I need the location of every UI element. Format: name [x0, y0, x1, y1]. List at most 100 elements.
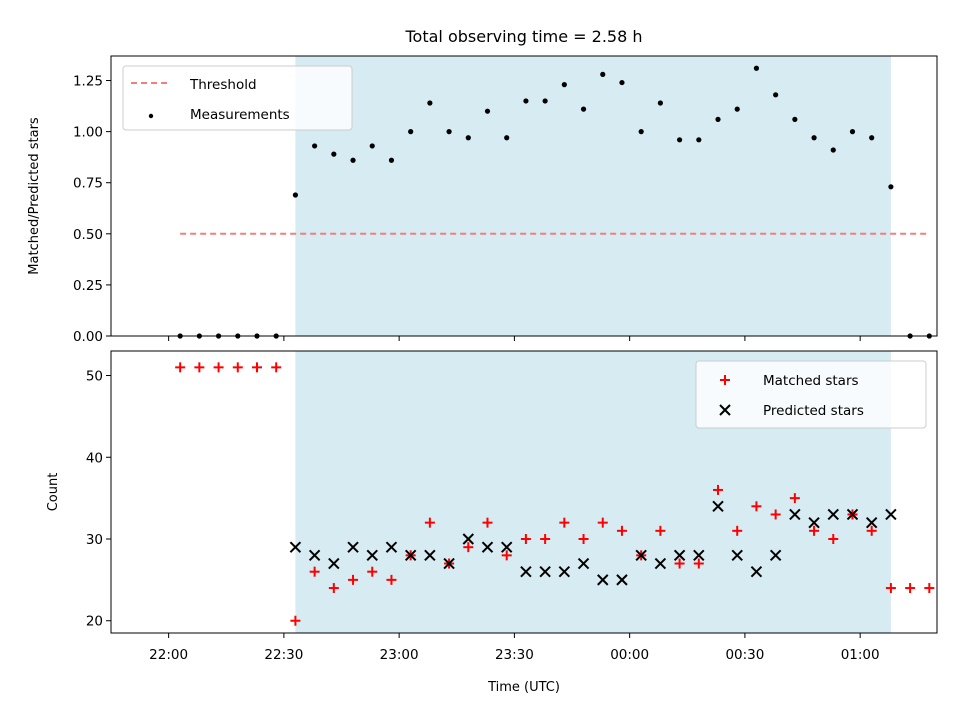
matched-star-marker [693, 558, 704, 569]
matched-star-marker [309, 566, 320, 577]
time-x-ticks: 22:00 22:30 23:00 23:30 00:00 00:30 01:00 [149, 633, 880, 663]
predicted-star-marker [289, 541, 302, 553]
count-y-tick-label: 50 [86, 369, 103, 385]
measurement-point [446, 129, 452, 135]
legend-matched-swatch [720, 375, 730, 385]
count-y-ticks: 20 30 40 50 [86, 369, 111, 630]
measurement-point [888, 184, 894, 190]
matched-star-marker [597, 517, 608, 528]
legend-measurements-swatch [148, 113, 154, 119]
legend-predicted-marker [719, 404, 731, 416]
measurement-point [542, 98, 548, 104]
predicted-star-marker [789, 508, 801, 521]
predicted-star-marker [385, 541, 398, 553]
measurement-point [388, 157, 395, 163]
measurement-point [600, 71, 606, 77]
matched-star-marker [251, 362, 262, 373]
measurement-points [177, 65, 932, 339]
ratio-y-tick-label: 0.75 [73, 176, 103, 192]
matched-star-marker [194, 362, 205, 373]
predicted-star-marker [347, 541, 359, 553]
predicted-star-marker [712, 500, 724, 513]
count-legend-box [695, 360, 927, 429]
predicted-star-marker [481, 541, 494, 553]
count-legend: Matched stars Predicted stars [695, 360, 927, 429]
matched-star-marker [559, 517, 570, 528]
predicted-star-marker [808, 516, 820, 529]
legend-matched-marker [720, 375, 730, 385]
matched-star-marker [770, 509, 781, 520]
legend-measurements-label: Measurements [190, 107, 290, 123]
matched-star-marker [232, 362, 243, 373]
predicted-star-marker [885, 508, 897, 521]
time-x-tick-label: 23:00 [380, 647, 419, 663]
matched-star-marker [386, 574, 397, 585]
ratio-panel: 0.00 0.25 0.50 0.75 1.00 1.25 Total observing… [27, 27, 938, 345]
legend-predicted-label: Predicted stars [763, 403, 864, 419]
predicted-star-marker [616, 574, 628, 586]
predicted-star-marker [366, 549, 378, 562]
measurement-point [408, 129, 414, 135]
measurement-point [484, 108, 491, 114]
matched-star-marker [367, 566, 378, 577]
predicted-star-marker [769, 549, 782, 562]
matched-star-marker [905, 583, 916, 594]
predicted-star-markers [289, 500, 897, 586]
predicted-star-marker [693, 549, 705, 562]
predicted-star-marker [308, 549, 321, 562]
count-panel: 20 30 40 50 22:00 22:30 23:00 23:30 00:00 00:30 0… [46, 350, 938, 695]
matched-star-marker [885, 583, 896, 594]
ratio-y-tick-label: 0.50 [73, 227, 103, 243]
matched-star-marker [866, 525, 877, 536]
count-y-axis-label: Count [46, 473, 61, 512]
predicted-star-marker [731, 549, 743, 562]
measurement-point [811, 135, 817, 141]
time-axis-label: Time (UTC) [487, 680, 560, 695]
predicted-star-marker [865, 516, 878, 529]
measurement-point [350, 157, 356, 163]
measurement-point [753, 65, 760, 71]
count-y-tick-label: 20 [86, 614, 103, 630]
predicted-star-marker [635, 549, 647, 562]
measurement-point [773, 92, 779, 98]
predicted-star-marker [424, 549, 436, 562]
legend-predicted-swatch [719, 404, 731, 416]
ratio-y-tick-label: 0.25 [73, 278, 103, 294]
count-y-tick-label: 30 [86, 532, 103, 548]
ratio-y-tick-label: 1.00 [73, 125, 103, 141]
matched-star-marker [924, 583, 935, 594]
matched-star-markers [175, 362, 935, 626]
measurement-point [734, 106, 740, 112]
time-x-tick-label: 23:30 [495, 647, 534, 663]
measurement-point [638, 129, 644, 135]
measurement-point [312, 143, 318, 149]
predicted-star-marker [404, 549, 417, 562]
predicted-star-marker [827, 508, 839, 521]
matched-star-marker [828, 534, 839, 544]
ratio-y-axis-label: Matched/Predicted stars [27, 117, 42, 275]
time-x-tick-label: 00:30 [725, 647, 764, 663]
predicted-star-marker [673, 549, 686, 562]
matched-star-marker [463, 542, 474, 553]
matched-star-marker [271, 362, 282, 373]
time-x-tick-label: 22:30 [264, 647, 303, 663]
matched-star-marker [578, 534, 589, 544]
measurement-point [504, 135, 510, 141]
predicted-star-marker [539, 565, 551, 578]
count-y-tick-label: 40 [86, 450, 103, 466]
matched-star-marker [713, 484, 724, 495]
predicted-star-marker [597, 574, 609, 586]
measurement-point [830, 147, 836, 153]
matched-star-marker [789, 493, 800, 504]
matched-star-marker [540, 534, 551, 544]
time-x-tick-label: 01:00 [841, 647, 880, 663]
ratio-y-tick-label: 0.00 [73, 329, 103, 345]
measurement-point [580, 106, 587, 112]
time-x-tick-label: 00:00 [610, 647, 649, 663]
matched-star-marker [732, 525, 743, 536]
measurement-point [619, 79, 625, 86]
matched-star-marker [674, 558, 685, 569]
predicted-star-marker [558, 565, 571, 578]
matched-star-marker [809, 525, 820, 536]
